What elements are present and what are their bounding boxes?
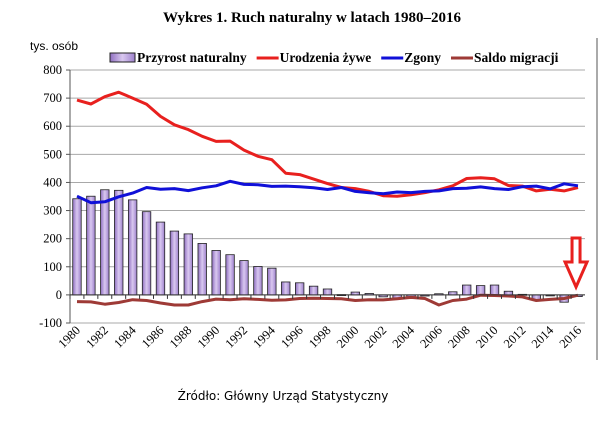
annotation-arrow bbox=[562, 236, 590, 291]
x-tick-label: 1988 bbox=[167, 323, 195, 351]
x-tick-label: 1992 bbox=[223, 323, 251, 351]
chart-title: Wykres 1. Ruch naturalny w latach 1980–2… bbox=[163, 10, 461, 26]
y-tick-label: 200 bbox=[43, 232, 62, 246]
bar bbox=[503, 290, 514, 296]
x-tick-label: 2010 bbox=[473, 323, 501, 351]
bar bbox=[489, 284, 500, 296]
bar bbox=[155, 221, 166, 296]
x-tick-label: 1986 bbox=[139, 323, 167, 351]
bar bbox=[253, 266, 263, 296]
legend-label: Przyrost naturalny bbox=[137, 50, 247, 65]
y-tick-label: 300 bbox=[43, 204, 62, 218]
series-line-urodzenia-żywe bbox=[76, 90, 579, 198]
y-axis-label: tys. osób bbox=[30, 39, 78, 53]
x-tick-label: 1984 bbox=[111, 323, 139, 351]
x-tick-label: 2006 bbox=[417, 323, 445, 351]
y-tick-label: 0 bbox=[56, 288, 62, 302]
bar bbox=[197, 243, 207, 296]
bar bbox=[141, 211, 152, 296]
y-tick-label: 800 bbox=[43, 63, 62, 77]
lines bbox=[76, 90, 579, 307]
bar bbox=[239, 260, 249, 296]
x-tick-label: 1998 bbox=[306, 323, 334, 351]
bar bbox=[211, 250, 221, 296]
x-tick-label: 1994 bbox=[250, 323, 278, 351]
x-tick-label: 2004 bbox=[390, 323, 418, 351]
bar bbox=[169, 230, 180, 296]
x-tick-label: 2014 bbox=[529, 323, 557, 351]
bar bbox=[267, 267, 277, 296]
x-tick-label: 1982 bbox=[83, 323, 111, 351]
x-tick-label: 2008 bbox=[445, 323, 473, 351]
legend-swatch bbox=[109, 52, 136, 63]
x-tick-label: 2012 bbox=[501, 323, 529, 351]
bar bbox=[462, 284, 472, 296]
x-tick-label: 1990 bbox=[195, 323, 223, 351]
bar bbox=[114, 189, 124, 296]
arrow-icon bbox=[562, 236, 590, 291]
y-tick-label: 500 bbox=[43, 147, 62, 161]
legend-label: Urodzenia żywe bbox=[280, 50, 372, 65]
bar bbox=[308, 285, 319, 296]
bar bbox=[322, 288, 333, 296]
bar bbox=[475, 285, 486, 296]
bar bbox=[86, 195, 96, 296]
bar bbox=[225, 254, 235, 296]
x-tick-label: 2016 bbox=[557, 323, 585, 351]
source-note: Źródło: Główny Urząd Statystyczny bbox=[178, 388, 389, 403]
bar bbox=[100, 189, 110, 296]
bar bbox=[281, 281, 291, 296]
x-tick-label: 2002 bbox=[362, 323, 390, 351]
legend: Przyrost naturalny Urodzenia żywe Zgony Sal… bbox=[109, 50, 559, 65]
y-tick-label: 400 bbox=[43, 175, 62, 189]
bar bbox=[127, 199, 138, 296]
bars bbox=[72, 189, 583, 303]
bar bbox=[72, 198, 82, 296]
bar bbox=[295, 282, 305, 296]
legend-label: Zgony bbox=[404, 50, 441, 65]
y-tick-label: 600 bbox=[43, 119, 62, 133]
y-tick-label: 700 bbox=[43, 91, 62, 105]
legend-label: Saldo migracji bbox=[474, 50, 559, 65]
bar bbox=[183, 233, 193, 296]
series-line-saldo-migracji bbox=[76, 293, 579, 307]
y-tick-label: 100 bbox=[43, 260, 62, 274]
x-tick-label: 2000 bbox=[334, 323, 362, 351]
series-line-zgony bbox=[76, 179, 579, 205]
x-tick-label: 1996 bbox=[278, 323, 306, 351]
y-tick-label: -100 bbox=[39, 316, 62, 330]
